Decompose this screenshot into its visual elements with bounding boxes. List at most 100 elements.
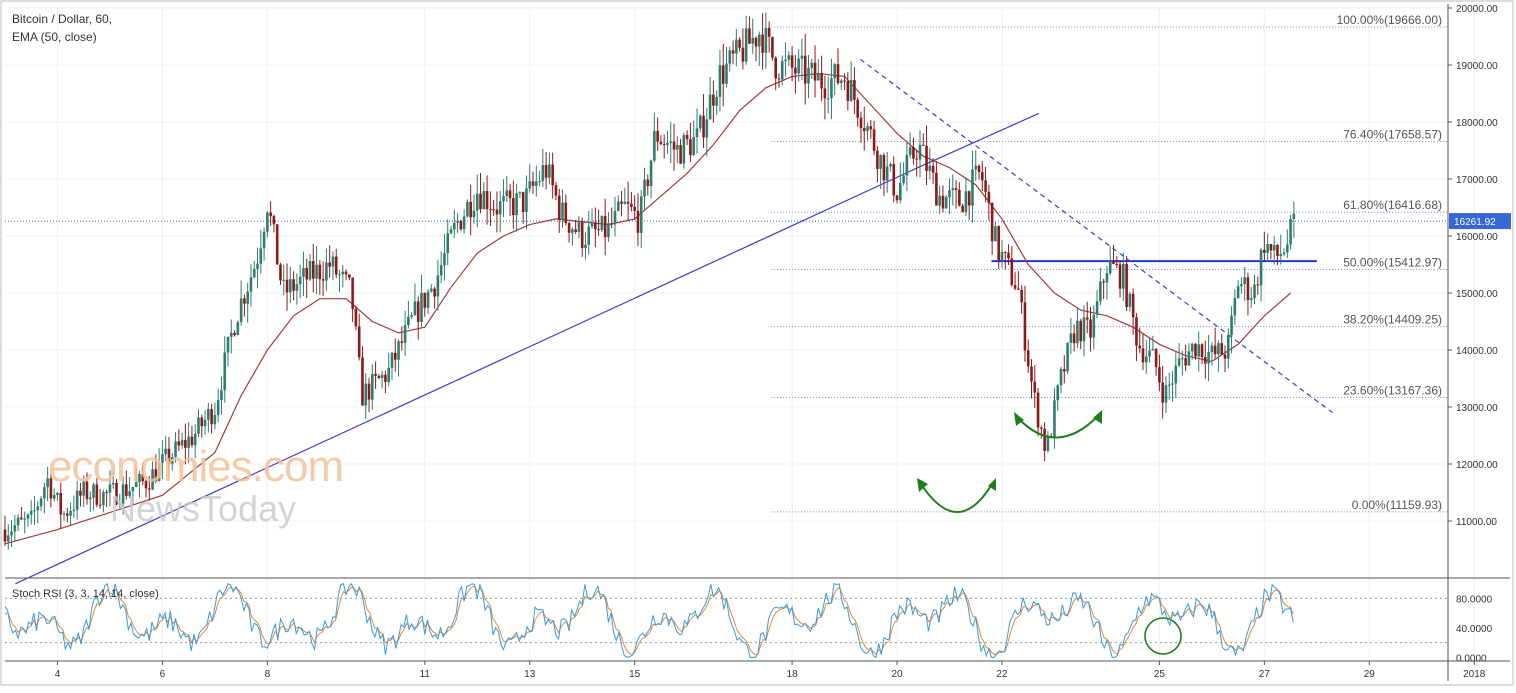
candle-body [6, 535, 10, 542]
candle-body [1266, 244, 1269, 253]
candle-body [567, 223, 571, 233]
candle-body [420, 293, 423, 322]
candle-body [1200, 344, 1204, 358]
candle-body [728, 50, 732, 64]
candle-body [682, 135, 686, 164]
candle-body [462, 216, 466, 230]
candle-body [393, 352, 397, 360]
candle-body [328, 262, 331, 267]
candle-body [882, 155, 886, 181]
candle-body [826, 98, 830, 100]
candle-body [249, 277, 253, 292]
candle-body [334, 256, 338, 275]
candle-body [403, 325, 407, 343]
candle-body [951, 188, 955, 191]
candle-body [151, 469, 154, 490]
candle-body [266, 212, 269, 232]
candle-body [1217, 343, 1220, 355]
candle-body [351, 277, 354, 309]
candle-body [587, 226, 591, 245]
candle-body [154, 469, 158, 482]
candle-body [20, 517, 23, 520]
candle-body [774, 57, 777, 79]
candle-body [1246, 277, 1250, 300]
candle-body [895, 195, 899, 201]
candle-body [66, 513, 69, 516]
candle-body [1164, 385, 1168, 403]
candle-body [646, 179, 650, 187]
candle-body [148, 488, 151, 490]
candle-body [318, 264, 322, 280]
candle-body [1276, 245, 1279, 256]
candle-body [1138, 345, 1142, 349]
candle-body [672, 141, 676, 150]
candle-body [82, 481, 86, 496]
candle-body [892, 163, 896, 196]
candle-body [289, 279, 292, 293]
candle-body [921, 144, 925, 146]
y-tick-label: 15000.00 [1456, 289, 1498, 300]
candle-body [164, 448, 167, 455]
candle-body [295, 284, 299, 291]
candle-body [1003, 251, 1007, 253]
candle-body [492, 209, 495, 211]
candle-body [98, 504, 102, 506]
candle-body [754, 37, 758, 47]
candle-body [803, 55, 807, 84]
candle-body [469, 201, 472, 218]
x-tick-label: 25 [1154, 669, 1166, 680]
candle-body [118, 503, 122, 505]
candle-body [446, 233, 450, 254]
candle-body [1289, 218, 1292, 245]
candle-body [639, 196, 643, 233]
candle-body [515, 193, 518, 216]
candle-body [531, 181, 535, 186]
candle-body [348, 274, 351, 278]
candle-body [712, 94, 715, 106]
candle-body [292, 279, 295, 291]
candle-body [1017, 288, 1020, 290]
candle-body [413, 301, 417, 316]
candle-body [1076, 320, 1079, 344]
candle-body [528, 181, 532, 189]
candle-body [256, 263, 259, 270]
candle-body [498, 201, 502, 215]
candle-body [931, 165, 935, 173]
candle-body [1062, 369, 1066, 372]
candle-body [580, 221, 584, 248]
candle-body [167, 448, 171, 464]
candle-body [1171, 383, 1174, 385]
candle-body [876, 150, 879, 169]
candle-body [410, 315, 413, 317]
candle-body [862, 128, 866, 132]
stoch-d-line [4, 585, 1294, 656]
candle-body [354, 308, 358, 327]
candle-body [308, 261, 312, 280]
candle-body [88, 497, 92, 500]
candle-body [757, 34, 761, 47]
candle-body [1184, 358, 1187, 366]
candle-body [226, 336, 230, 353]
candle-body [1056, 385, 1060, 401]
candle-body [502, 196, 505, 202]
candle-body [626, 201, 630, 204]
candle-body [744, 28, 748, 62]
x-tick-label: 29 [1364, 669, 1376, 680]
candle-body [1282, 252, 1286, 255]
candle-body [705, 119, 709, 138]
candle-body [357, 326, 361, 358]
candle-body [564, 202, 568, 224]
candle-body [400, 341, 404, 343]
candle-body [1013, 285, 1017, 289]
candle-body [1125, 263, 1128, 307]
candle-body [259, 248, 263, 264]
candle-body [108, 484, 112, 493]
left-shoulder-arrow [920, 483, 993, 513]
fib-level-label: 23.60%(13167.36) [1343, 383, 1442, 397]
candle-body [1279, 254, 1283, 256]
candle-body [16, 517, 20, 526]
candle-body [174, 441, 177, 457]
x-tick-label: 8 [265, 669, 271, 680]
candle-body [633, 206, 636, 211]
candle-body [984, 180, 987, 192]
